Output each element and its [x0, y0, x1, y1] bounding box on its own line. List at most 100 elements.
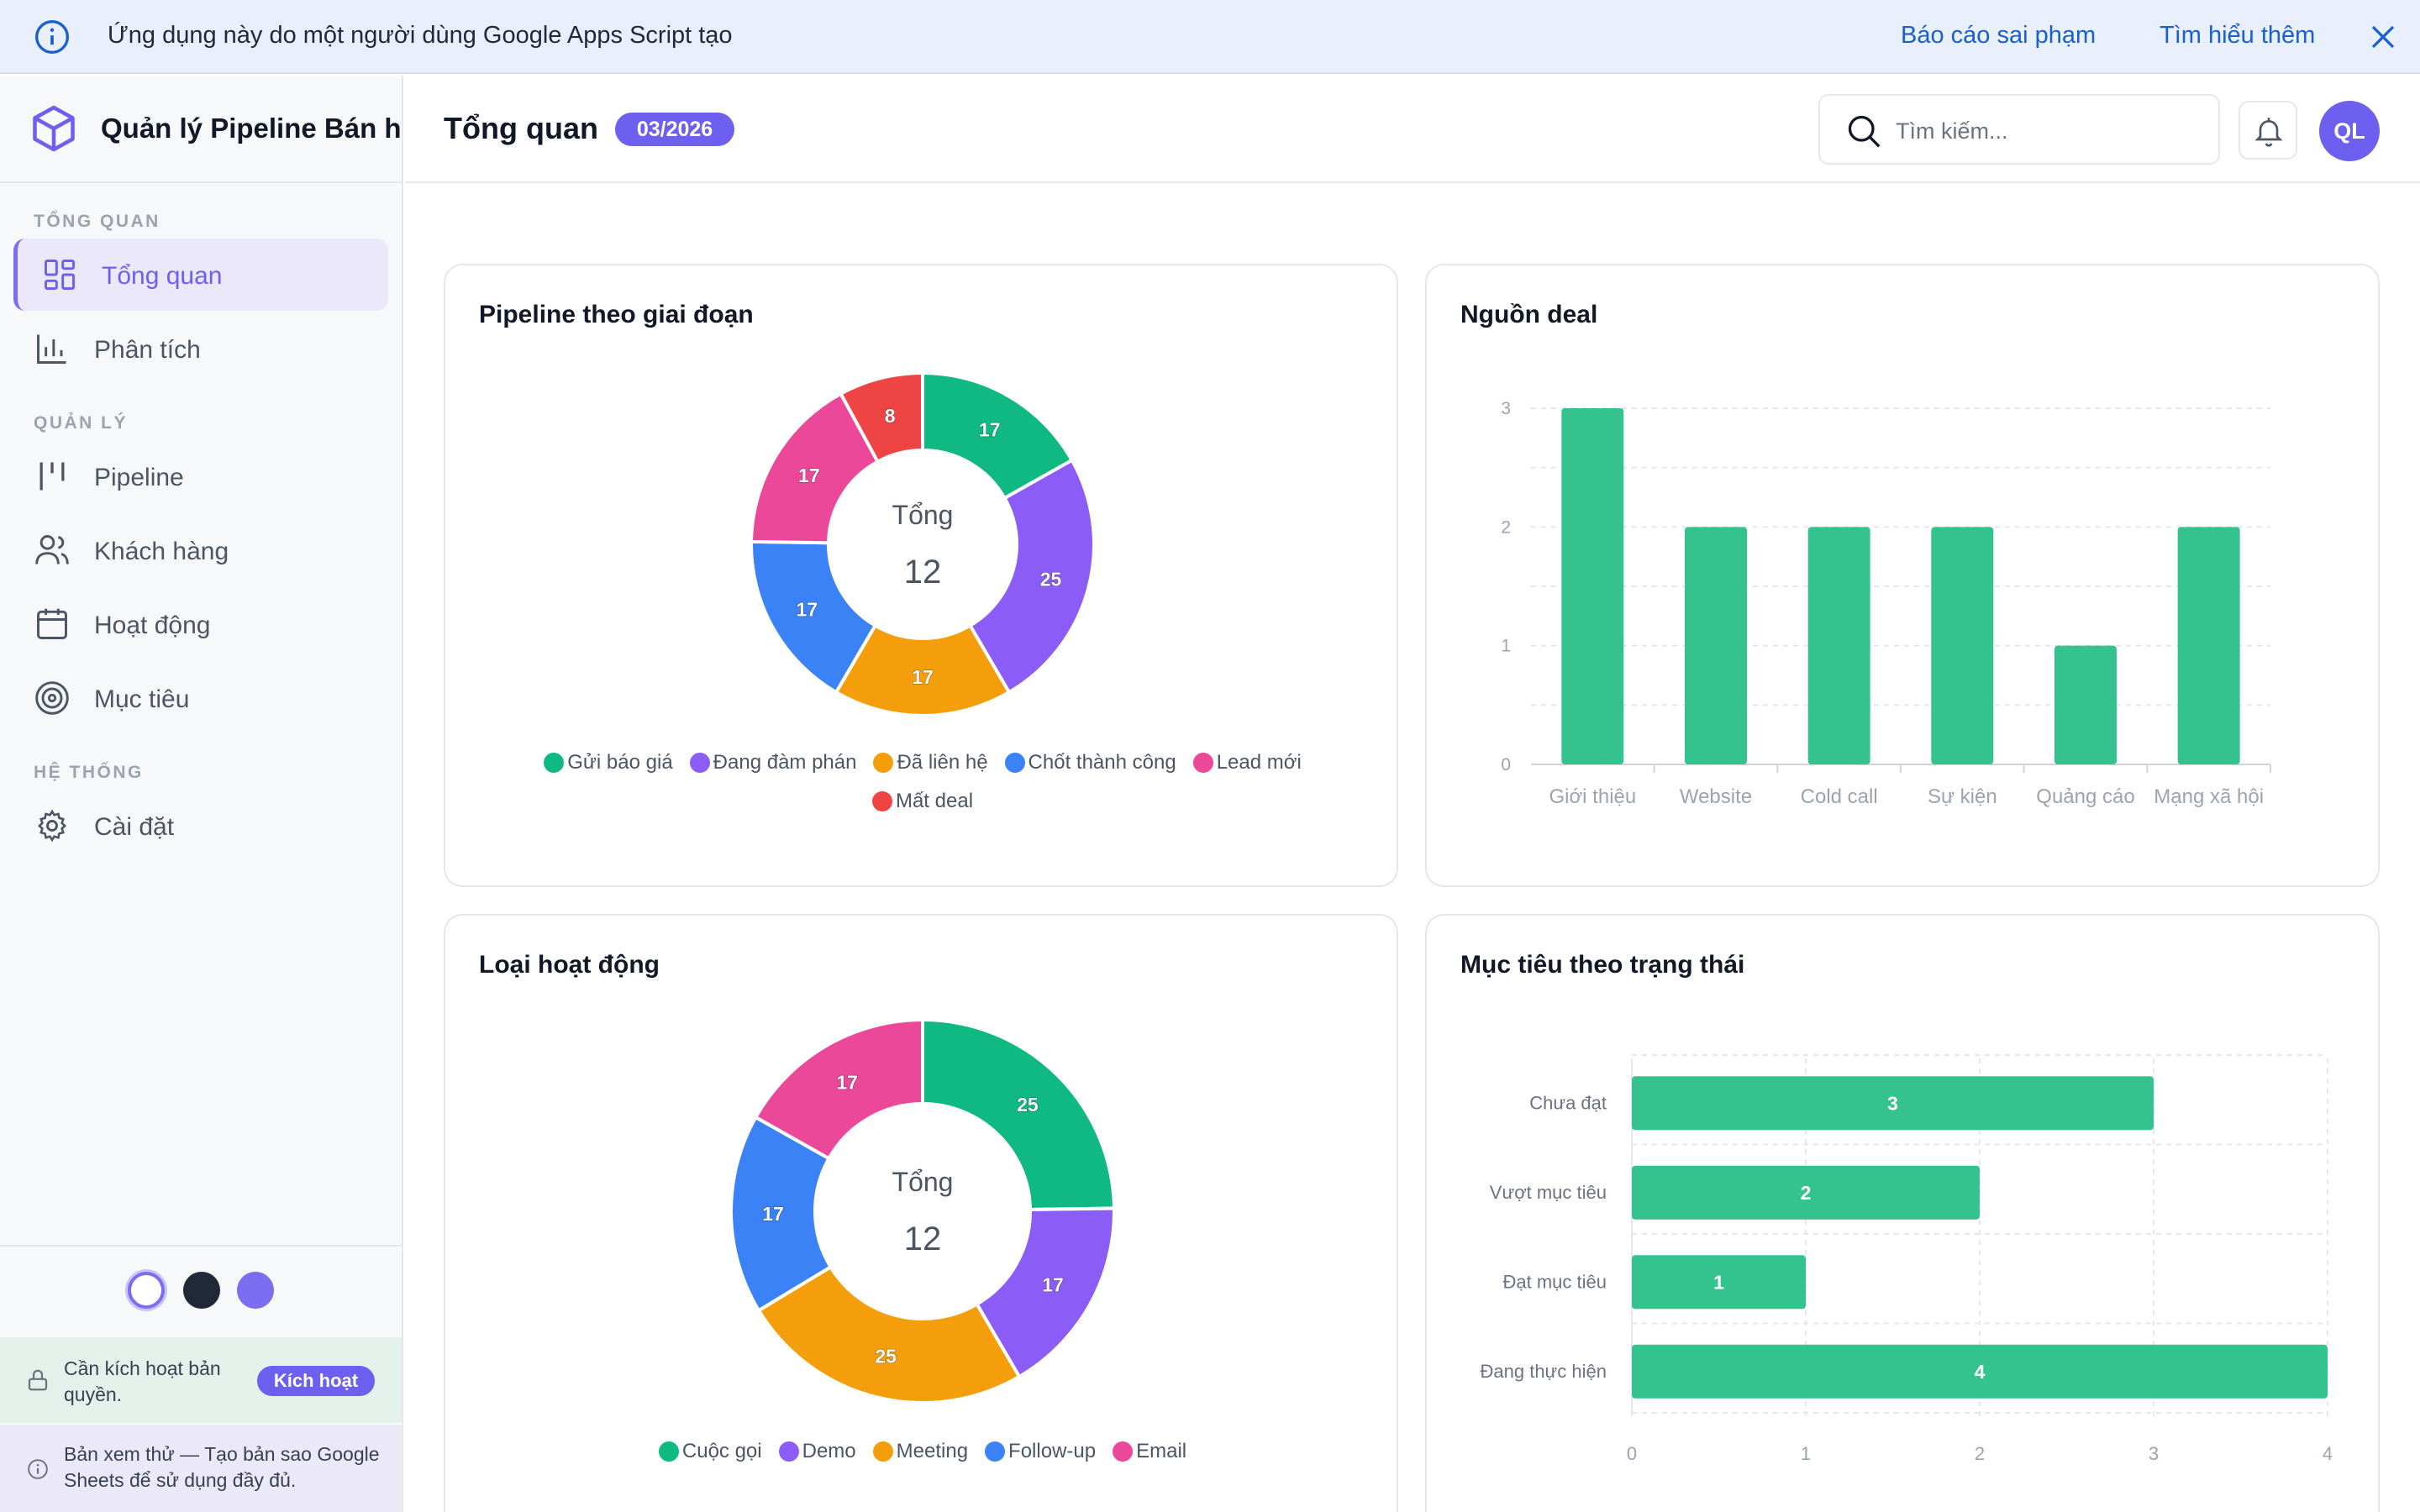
donut-slice[interactable]: [750, 539, 878, 695]
bar-value-label: 1: [1713, 1271, 1724, 1293]
sidebar-item-pipeline[interactable]: Pipeline: [13, 440, 388, 512]
license-notice: Cần kích hoạt bản quyền. Kích hoạt: [0, 1337, 402, 1423]
legend-swatch: [658, 1441, 679, 1462]
donut-slice[interactable]: [921, 370, 1075, 501]
bar[interactable]: [1632, 1165, 1980, 1220]
donut-slice[interactable]: [753, 1017, 924, 1161]
info-icon: [28, 1459, 48, 1479]
pipeline-donut-chart: 17 25 17 17 17 8 Tổng 12: [749, 370, 1096, 717]
y-tick-label: 0: [1501, 755, 1511, 774]
legend-label: Follow-up: [1008, 1440, 1097, 1462]
donut-slice[interactable]: [834, 622, 1012, 717]
bar[interactable]: [1632, 1344, 2328, 1399]
donut-slice[interactable]: [921, 1017, 1117, 1212]
bar[interactable]: [1685, 527, 1747, 764]
avatar[interactable]: QL: [2319, 101, 2380, 161]
bar[interactable]: [2177, 527, 2240, 764]
notifications-button[interactable]: [2238, 101, 2297, 160]
page-title: Tổng quan: [444, 111, 598, 145]
bar[interactable]: [1632, 1076, 2154, 1131]
y-tick-label: Chưa đạt: [1529, 1092, 1607, 1113]
search-box[interactable]: [1818, 94, 2220, 165]
info-icon: [35, 20, 69, 54]
legend-item[interactable]: Cuộc gọi: [658, 1440, 762, 1463]
donut-slice[interactable]: [756, 1264, 1022, 1404]
gear-icon: [37, 809, 67, 843]
donut-slice[interactable]: [974, 1206, 1116, 1379]
legend-swatch: [985, 1441, 1006, 1462]
y-tick-label: Vượt mục tiêu: [1490, 1182, 1607, 1203]
users-icon: [35, 535, 69, 564]
brand: Quản lý Pipeline Bán hàng: [0, 76, 402, 183]
close-icon[interactable]: [2368, 22, 2398, 52]
legend-item[interactable]: Chốt thành công: [1004, 751, 1176, 774]
y-tick-label: 1: [1501, 637, 1511, 656]
bar[interactable]: [1561, 408, 1624, 764]
sidebar-item-customers[interactable]: Khách hàng: [13, 514, 388, 586]
slice-value-label: 17: [1042, 1273, 1064, 1295]
info-banner: Ứng dụng này do một người dùng Google Ap…: [0, 0, 2420, 74]
period-badge[interactable]: 03/2026: [615, 113, 734, 146]
x-tick-label: Mạng xã hội: [2154, 785, 2264, 808]
slice-value-label: 17: [797, 599, 818, 621]
sidebar: Quản lý Pipeline Bán hàng TỔNG QUAN Tổng…: [0, 76, 403, 1512]
section-label-overview: TỔNG QUAN: [34, 212, 160, 231]
bar[interactable]: [1807, 527, 1870, 764]
legend-swatch: [871, 791, 892, 811]
legend-item[interactable]: Lead mới: [1192, 751, 1302, 774]
legend-item[interactable]: Gửi báo giá: [544, 751, 673, 774]
card-title: Nguồn deal: [1460, 301, 1598, 328]
preview-text: Bản xem thử — Tạo bản sao Google Sheets …: [64, 1443, 380, 1491]
donut-slice[interactable]: [838, 370, 924, 465]
bar[interactable]: [1632, 1255, 1806, 1310]
bar[interactable]: [2054, 645, 2117, 764]
legend-item[interactable]: Mất deal: [871, 790, 973, 813]
learn-more-link[interactable]: Tìm hiểu thêm: [2160, 22, 2316, 49]
x-tick-label: 4: [2323, 1443, 2333, 1464]
report-abuse-link[interactable]: Báo cáo sai phạm: [1901, 22, 2096, 49]
legend-label: Chốt thành công: [1028, 751, 1176, 774]
theme-light-option[interactable]: [128, 1272, 165, 1309]
legend-swatch: [873, 753, 894, 773]
card-title: Mục tiêu theo trạng thái: [1460, 951, 1745, 979]
sidebar-item-label: Tổng quan: [102, 262, 223, 290]
slice-value-label: 25: [1040, 568, 1062, 590]
slice-value-label: 17: [798, 465, 820, 486]
x-tick-label: Quảng cáo: [2036, 785, 2134, 808]
legend-item[interactable]: Đã liên hệ: [873, 751, 988, 774]
sidebar-item-settings[interactable]: Cài đặt: [13, 790, 388, 862]
donut-center-label: Tổng: [892, 1167, 954, 1197]
sidebar-item-goals[interactable]: Mục tiêu: [13, 662, 388, 734]
sidebar-item-analytics[interactable]: Phân tích: [13, 312, 388, 385]
x-tick-label: 1: [1801, 1443, 1811, 1464]
activate-button[interactable]: Kích hoạt: [257, 1366, 375, 1396]
legend-item[interactable]: Demo: [778, 1440, 856, 1463]
sidebar-item-label: Pipeline: [94, 464, 184, 491]
sidebar-item-label: Cài đặt: [94, 813, 175, 841]
slice-value-label: 17: [762, 1203, 784, 1225]
donut-slice[interactable]: [967, 458, 1096, 695]
search-input[interactable]: [1896, 113, 2198, 150]
legend-item[interactable]: Meeting: [872, 1440, 968, 1463]
legend-label: Email: [1136, 1440, 1187, 1462]
sidebar-item-activities[interactable]: Hoạt động: [13, 588, 388, 660]
section-label-system: HỆ THỐNG: [34, 763, 144, 782]
donut-slice[interactable]: [729, 1115, 834, 1313]
pipeline-legend: Gửi báo giá Đang đàm phán Đã liên hệ Chốt t…: [496, 751, 1349, 828]
columns-icon: [39, 462, 65, 491]
bar[interactable]: [1931, 527, 1994, 764]
theme-purple-option[interactable]: [237, 1272, 274, 1309]
donut-slice[interactable]: [749, 391, 881, 545]
legend-item[interactable]: Đang đàm phán: [689, 751, 856, 774]
sidebar-item-overview[interactable]: Tổng quan: [13, 239, 388, 311]
legend-item[interactable]: Email: [1113, 1440, 1186, 1463]
y-tick-label: Đang thực hiện: [1481, 1361, 1607, 1382]
theme-dark-option[interactable]: [183, 1272, 220, 1309]
y-tick-label: 2: [1501, 517, 1511, 537]
calendar-icon: [37, 608, 67, 639]
card-title: Loại hoạt động: [479, 951, 660, 979]
legend-swatch: [689, 753, 710, 773]
legend-item[interactable]: Follow-up: [985, 1440, 1096, 1463]
card-pipeline-stage: Pipeline theo giai đoạn 17 25 17 17 17 8 Tổng 1…: [444, 264, 1398, 887]
x-tick-label: 3: [2149, 1443, 2159, 1464]
